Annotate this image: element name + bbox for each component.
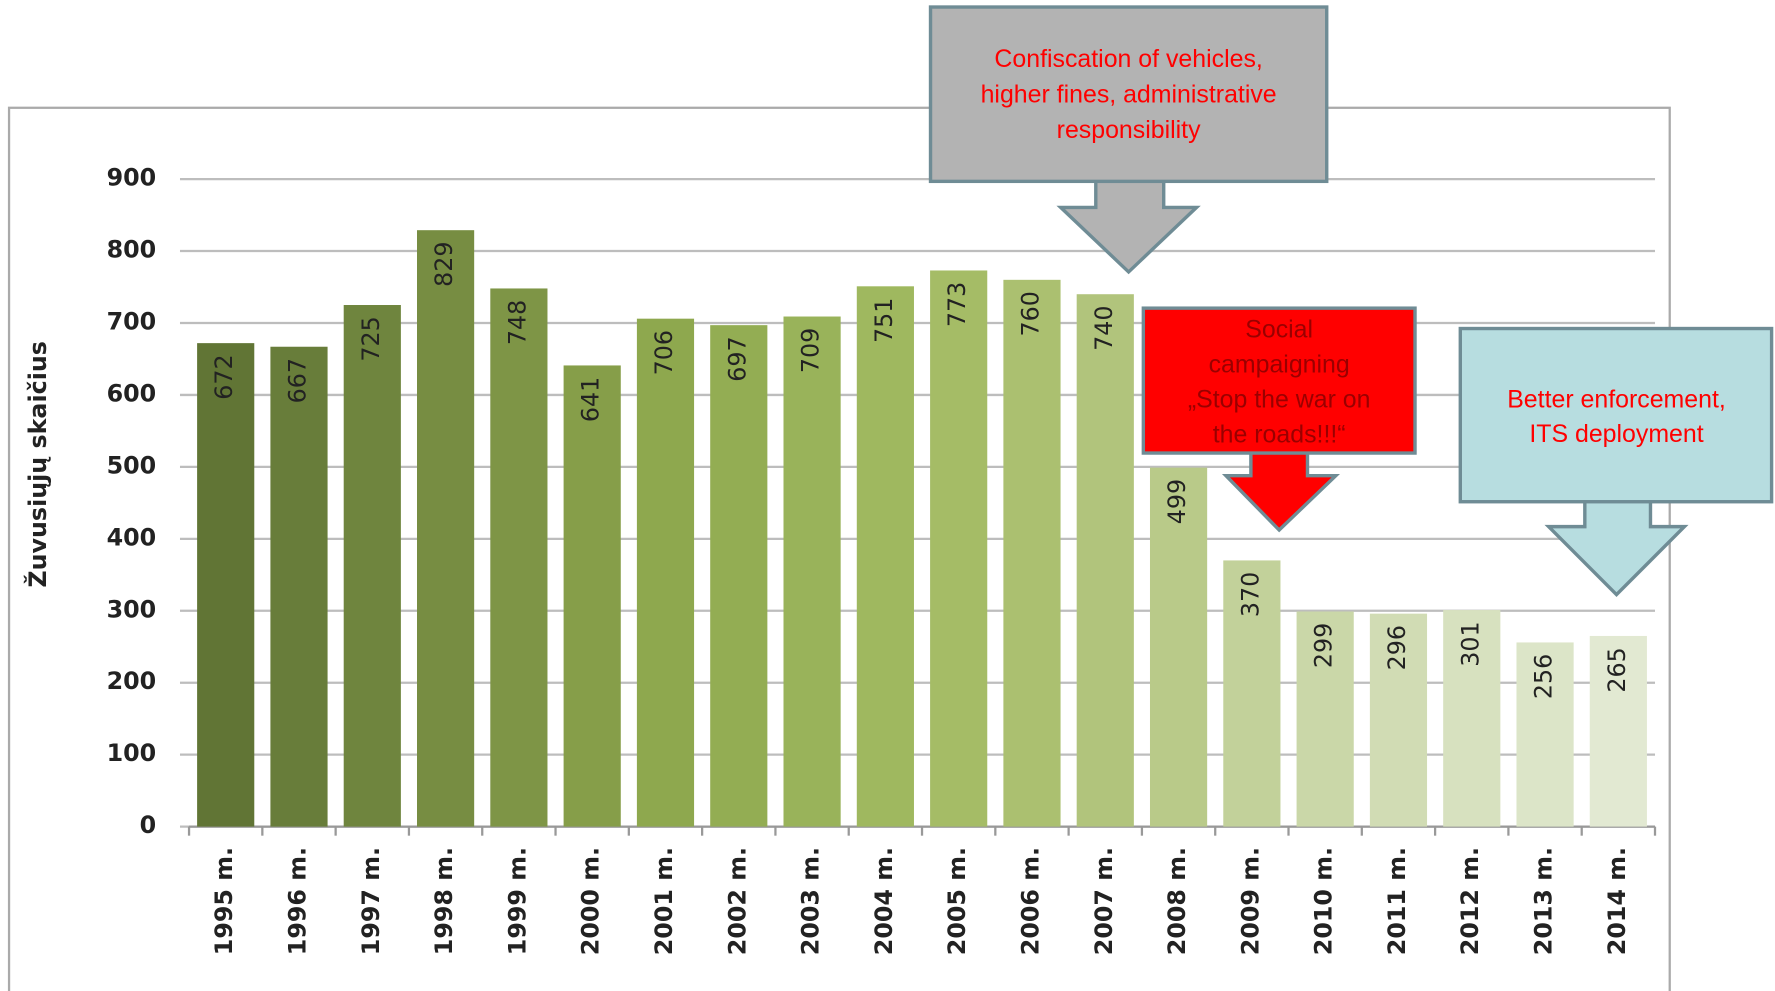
callout-arrow (1544, 497, 1689, 597)
bar (1223, 560, 1281, 827)
value-label: 370 (1236, 572, 1264, 617)
x-tick-label: 1999 m. (503, 847, 531, 955)
bar (1369, 613, 1428, 827)
bar (1149, 467, 1208, 827)
x-tick-label: 2009 m. (1236, 847, 1264, 955)
y-tick-label: 600 (107, 379, 157, 407)
bar (636, 318, 695, 827)
x-tick-label: 2012 m. (1456, 847, 1484, 955)
callout-box (928, 5, 1329, 184)
bar (563, 365, 621, 827)
x-tick-label: 2006 m. (1016, 847, 1044, 955)
bar (783, 316, 841, 827)
value-label: 265 (1603, 647, 1631, 692)
callout-text: Confiscation of vehicles, (994, 45, 1262, 73)
bar (856, 286, 914, 827)
bar (1443, 610, 1501, 827)
x-tick-label: 2005 m. (943, 847, 971, 955)
value-label: 697 (723, 336, 751, 381)
y-tick-label: 800 (107, 236, 157, 264)
value-label: 299 (1310, 623, 1338, 668)
bar (1589, 635, 1647, 827)
x-tick-label: 2004 m. (870, 847, 898, 955)
bar (343, 305, 401, 827)
value-label: 672 (210, 354, 238, 399)
x-tick-label: 1997 m. (357, 847, 385, 955)
value-label: 667 (283, 358, 311, 403)
x-tick-label: 2001 m. (650, 847, 678, 955)
value-label: 748 (503, 300, 531, 345)
bar (197, 343, 255, 827)
value-label: 829 (430, 241, 458, 286)
x-tick-label: 2003 m. (797, 847, 825, 955)
x-tick-label: 2013 m. (1530, 847, 1558, 955)
y-axis-label: Žuvusiųjų skaičius (24, 341, 52, 588)
callout-text: Social (1245, 315, 1313, 343)
value-label: 499 (1163, 479, 1191, 524)
callout-arrow (1221, 449, 1340, 533)
x-tick-label: 2008 m. (1163, 847, 1191, 955)
y-tick-label: 0 (140, 811, 157, 839)
callout-text: the roads!!!“ (1213, 421, 1346, 449)
callout-box (1458, 326, 1774, 504)
callout-text: „Stop the war on (1188, 386, 1371, 414)
value-label: 751 (870, 298, 898, 343)
value-label: 296 (1383, 625, 1411, 670)
callout-box (1141, 306, 1417, 455)
callout-text: higher fines, administrative (981, 80, 1277, 108)
y-tick-label: 100 (107, 739, 157, 767)
y-tick-label: 200 (107, 667, 157, 695)
x-tick-label: 1996 m. (283, 847, 311, 955)
y-tick-label: 900 (107, 164, 157, 192)
value-label: 301 (1456, 621, 1484, 666)
value-label: 256 (1530, 654, 1558, 699)
bar (1296, 611, 1354, 827)
y-tick-label: 500 (107, 451, 157, 479)
bar (1516, 642, 1574, 827)
x-tick-label: 2000 m. (577, 847, 605, 955)
x-tick-label: 2002 m. (723, 847, 751, 955)
bar (490, 288, 548, 827)
bar (270, 346, 328, 827)
callout-text: responsibility (1057, 116, 1201, 144)
x-tick-label: 2007 m. (1090, 847, 1118, 955)
x-tick-label: 1998 m. (430, 847, 458, 955)
x-tick-label: 1995 m. (210, 847, 238, 955)
value-label: 760 (1016, 291, 1044, 336)
value-label: 740 (1090, 305, 1118, 350)
y-tick-label: 300 (107, 595, 157, 623)
bar (1076, 294, 1134, 827)
bar (417, 230, 475, 827)
bar (710, 325, 768, 827)
value-label: 709 (797, 328, 825, 373)
x-tick-label: 2011 m. (1383, 847, 1411, 955)
bar (1003, 279, 1061, 827)
y-tick-label: 700 (107, 307, 157, 335)
y-tick-label: 400 (107, 523, 157, 551)
value-label: 725 (357, 316, 385, 361)
value-label: 641 (577, 377, 605, 422)
x-tick-label: 2014 m. (1603, 847, 1631, 955)
value-label: 773 (943, 282, 971, 327)
callout-text: campaigning (1209, 350, 1350, 378)
callout-text: ITS deployment (1529, 420, 1703, 448)
bar (930, 270, 988, 827)
callout-text: Better enforcement, (1507, 386, 1726, 414)
x-tick-label: 2010 m. (1310, 847, 1338, 955)
value-label: 706 (650, 330, 678, 375)
callout-arrow (1056, 177, 1201, 275)
